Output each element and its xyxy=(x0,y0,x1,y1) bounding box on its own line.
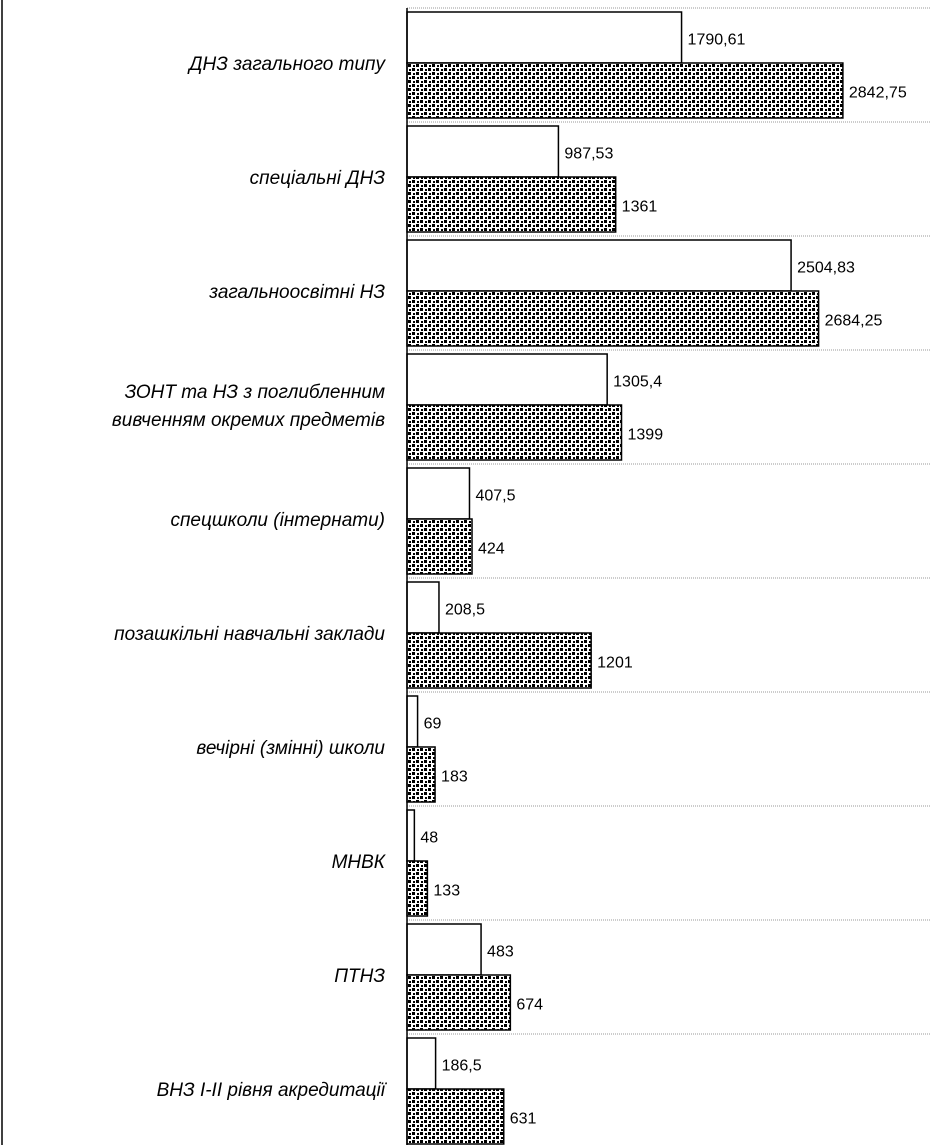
bar xyxy=(406,11,683,64)
category-label: ЗОНТ та НЗ з поглибленним вивченням окрем… xyxy=(112,382,385,431)
value-label: 407,5 xyxy=(475,488,515,505)
category-label: ДНЗ загального типу xyxy=(187,54,386,75)
bar xyxy=(406,1088,505,1145)
bar xyxy=(406,1037,437,1090)
value-label: 186,5 xyxy=(442,1058,482,1075)
value-label: 987,53 xyxy=(564,146,613,163)
value-label: 69 xyxy=(424,716,442,733)
bar xyxy=(406,176,617,233)
value-label: 2842,75 xyxy=(849,85,907,102)
bar xyxy=(406,404,623,461)
bar xyxy=(406,581,440,634)
value-label: 424 xyxy=(478,541,505,558)
value-label: 133 xyxy=(433,883,460,900)
bar xyxy=(406,860,429,917)
bar xyxy=(406,974,512,1031)
value-label: 208,5 xyxy=(445,602,485,619)
category-label: вечірні (змінні) школи xyxy=(196,738,385,759)
bar xyxy=(406,746,436,803)
value-label: 674 xyxy=(516,997,543,1014)
bar xyxy=(406,923,482,976)
category-label: спецшколи (інтернати) xyxy=(170,510,385,531)
bar xyxy=(406,353,608,406)
bar xyxy=(406,695,419,748)
value-label: 48 xyxy=(420,830,438,847)
category-label: ВНЗ І-ІІ рівня акредитації xyxy=(157,1080,388,1101)
category-label: МНВК xyxy=(332,852,387,873)
category-label: спеціальні ДНЗ xyxy=(250,168,386,189)
bar xyxy=(406,239,792,292)
value-label: 2684,25 xyxy=(825,313,883,330)
category-label: ПТНЗ xyxy=(334,966,385,987)
value-label: 1305,4 xyxy=(613,374,662,391)
value-label: 1399 xyxy=(628,427,664,444)
bar xyxy=(406,62,844,119)
bar xyxy=(406,467,471,520)
value-label: 183 xyxy=(441,769,468,786)
bar xyxy=(406,518,473,575)
value-label: 1361 xyxy=(622,199,658,216)
value-label: 483 xyxy=(487,944,514,961)
category-label: загальноосвітні НЗ xyxy=(208,282,385,303)
bar xyxy=(406,290,820,347)
category-label: позашкільні навчальні заклади xyxy=(114,624,385,645)
bar xyxy=(406,632,592,689)
value-label: 1201 xyxy=(597,655,633,672)
value-label: 1790,61 xyxy=(688,32,746,49)
bar xyxy=(406,809,416,862)
value-label: 631 xyxy=(510,1111,537,1128)
value-label: 2504,83 xyxy=(797,260,855,277)
bar xyxy=(406,125,560,178)
